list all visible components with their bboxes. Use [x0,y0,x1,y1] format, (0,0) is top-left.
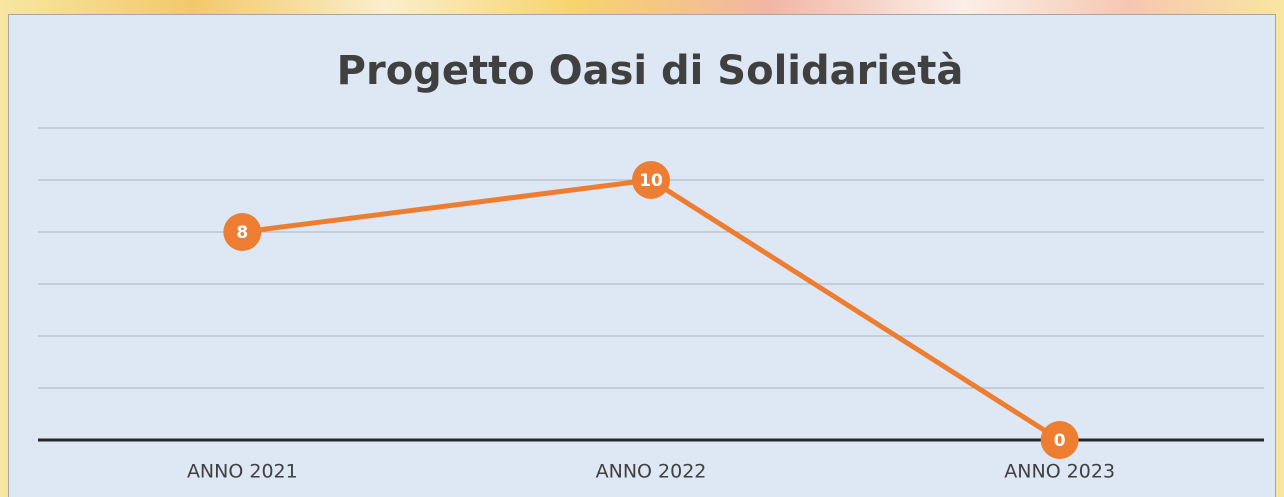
x-tick-label: ANNO 2022 [596,461,707,483]
data-point [223,213,262,251]
data-label: 0 [1054,431,1066,451]
data-point [1040,421,1079,459]
data-label: 10 [639,171,663,191]
chart-panel [8,14,1276,497]
data-label: 8 [236,223,248,243]
data-point [632,161,670,199]
x-tick-label: ANNO 2023 [1004,461,1115,483]
x-tick-label: ANNO 2021 [187,461,298,483]
chart-title: Progetto Oasi di Solidarietà [337,48,964,94]
